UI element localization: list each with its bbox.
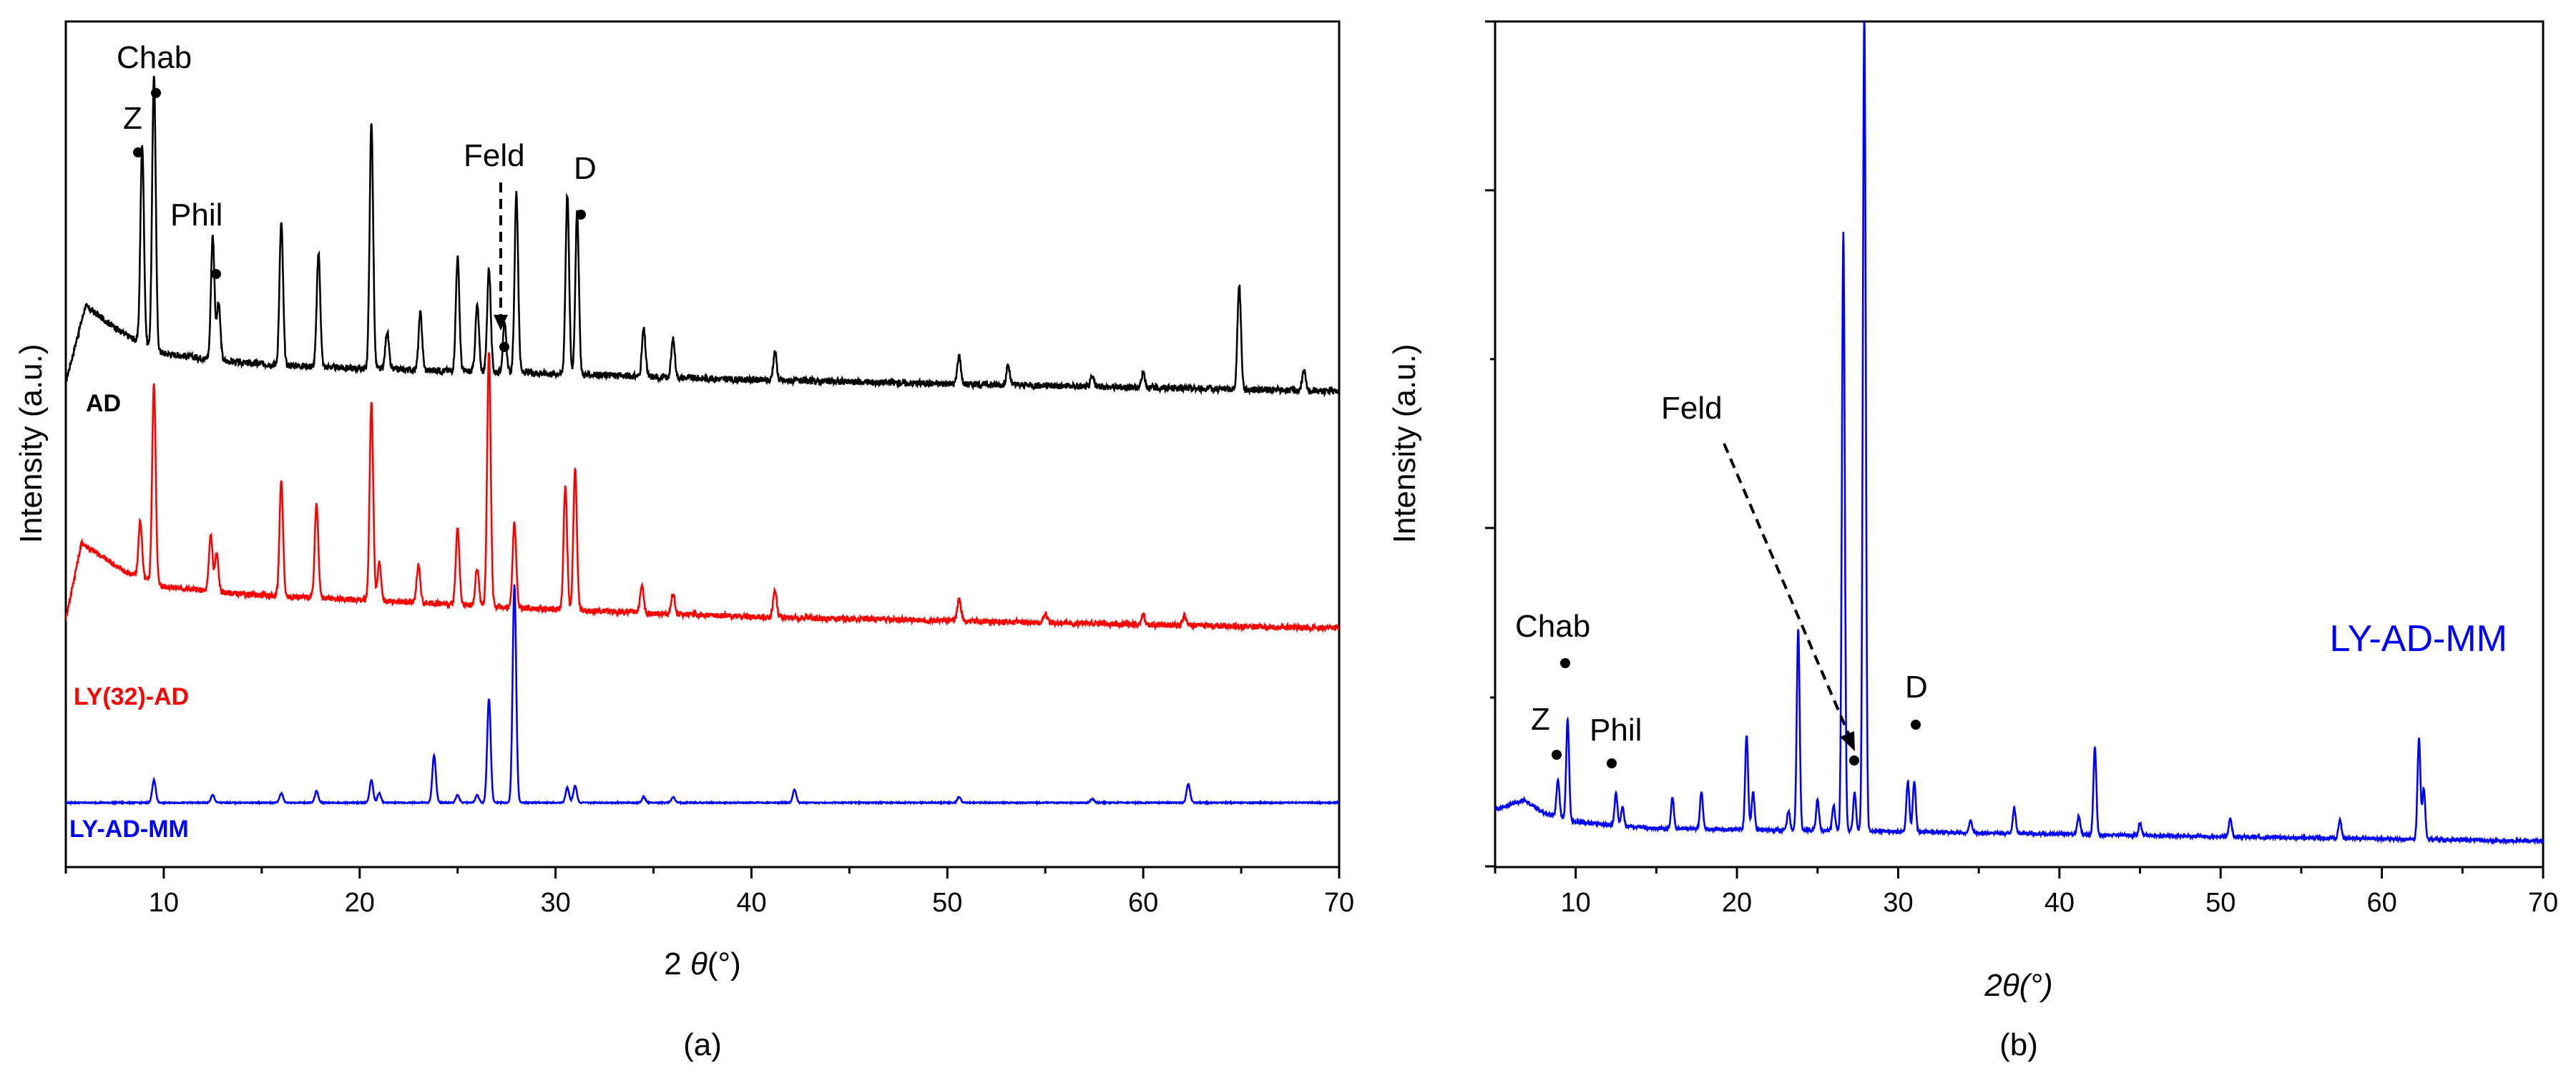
annotation-d-marker: [1911, 720, 1921, 730]
x-tick-label: 60: [2366, 888, 2396, 918]
panel-a-y-axis-title: Intensity (a.u.): [14, 344, 49, 544]
series-label-ly-ad-mm: LY-AD-MM: [69, 816, 189, 843]
series-label-ad: AD: [86, 390, 121, 417]
annotation-feld: Feld: [464, 138, 525, 173]
annotation-d: D: [574, 151, 597, 186]
annotation-feld-arrow: [1723, 443, 1851, 736]
annotation-chab: Chab: [117, 40, 192, 75]
panel-b-x-axis-title: 2θ(°): [1984, 968, 2052, 1003]
x-tick-label: 40: [2044, 888, 2075, 918]
annotation-feld-arrowhead: [494, 315, 508, 331]
annotation-z: Z: [1531, 702, 1550, 737]
x-tick-label: 10: [149, 888, 179, 918]
x-tick-label: 60: [1128, 888, 1158, 918]
annotation-d: D: [1905, 670, 1928, 705]
panel-b-inset-label: LY-AD-MM: [2330, 618, 2507, 660]
x-tick-label: 30: [540, 888, 570, 918]
annotation-feld: Feld: [1661, 391, 1723, 426]
annotation-phil: Phil: [1590, 713, 1642, 748]
annotation-chab: Chab: [1515, 609, 1590, 644]
panel-b-annotations: Chab Z Phil Feld D: [1515, 391, 1928, 768]
annotation-chab-marker: [151, 88, 161, 98]
annotation-d-marker: [576, 210, 586, 220]
x-tick-label: 20: [345, 888, 375, 918]
panel-a-frame: [64, 20, 1341, 869]
panel-b-x-axis: 10 20 30 40 50 60 70: [1494, 867, 2558, 918]
annotation-z-marker: [133, 147, 143, 157]
series-line-ly-ad-mm: [1495, 21, 2543, 846]
annotation-phil-marker: [1607, 758, 1617, 768]
annotation-feld-marker: [499, 342, 509, 352]
panel-a-x-axis: 10 20 30 40 50 60 70: [64, 867, 1354, 918]
annotation-feld-marker: [1849, 755, 1859, 765]
series-line-ly-ad-mm: [66, 584, 1339, 806]
panel-a-series: [66, 75, 1339, 806]
caption-a: (a): [683, 1027, 722, 1062]
series-line-ly-32-ad: [66, 352, 1339, 634]
caption-b: (b): [1999, 1027, 2038, 1062]
x-tick-label: 50: [932, 888, 962, 918]
x-tick-label: 70: [1324, 888, 1354, 918]
panel-a-x-axis-title: 2 θ(°): [664, 946, 740, 982]
annotation-phil-marker: [211, 269, 221, 279]
x-tick-label: 20: [1722, 888, 1752, 918]
annotation-z-marker: [1552, 750, 1562, 760]
panel-b: 10 20 30 40 50 60 70 Intensity (a.u.) 2θ(°) LY…: [1387, 20, 2558, 1062]
panel-b-series: [1495, 21, 2543, 846]
x-tick-label: 70: [2528, 888, 2558, 918]
annotation-phil: Phil: [170, 197, 222, 233]
annotation-feld-arrowhead: [1840, 731, 1855, 751]
panel-a: 10 20 30 40 50 60 70 Intensity (a.u.) 2 θ(°) A…: [14, 20, 1354, 1062]
x-tick-label: 50: [2205, 888, 2235, 918]
annotation-z: Z: [123, 101, 142, 136]
panel-b-y-ticks: [1485, 20, 1495, 868]
panel-b-frame: [1494, 20, 2545, 869]
x-tick-label: 40: [736, 888, 766, 918]
panel-a-annotations: Chab Z Phil Feld D: [117, 40, 597, 352]
series-line-ad: [66, 75, 1339, 398]
panel-b-y-axis-title: Intensity (a.u.): [1387, 344, 1422, 544]
x-tick-label: 10: [1561, 888, 1591, 918]
x-tick-label: 30: [1883, 888, 1913, 918]
annotation-chab-marker: [1560, 658, 1570, 668]
series-label-ly32-ad: LY(32)-AD: [74, 683, 189, 710]
